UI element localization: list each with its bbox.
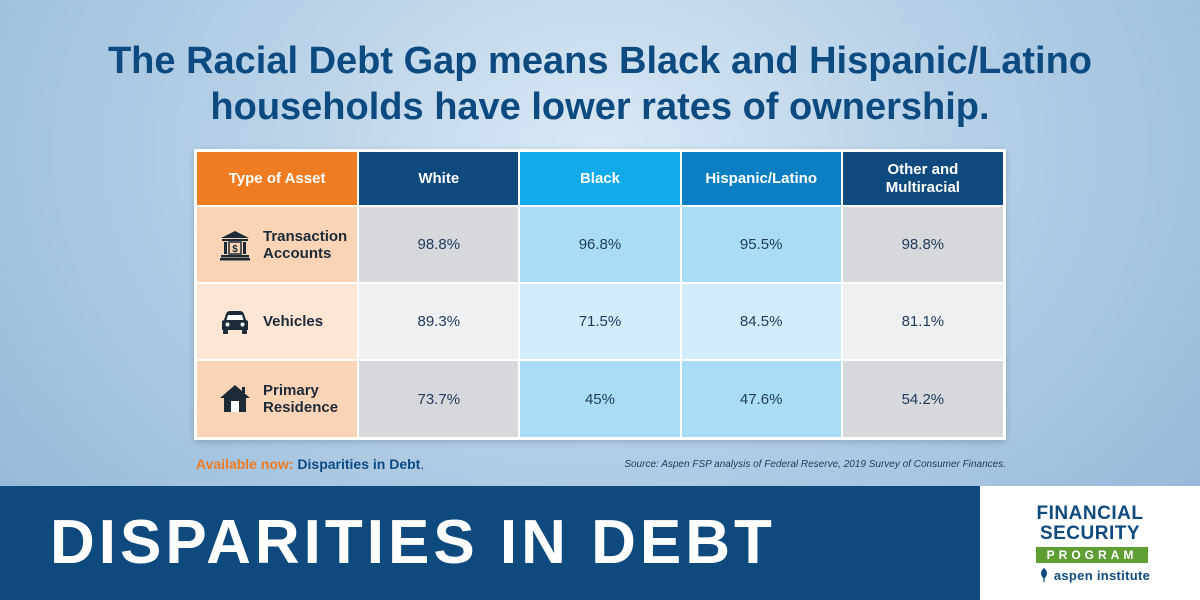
header-other-line-2: Multiracial <box>885 178 960 196</box>
financial-security-program-logo: FINANCIAL SECURITY PROGRAM aspen institu… <box>980 486 1200 600</box>
asset-label-line-1: Primary <box>263 382 319 399</box>
logo-line-program: PROGRAM <box>1036 547 1148 563</box>
cell-hispanic: 47.6% <box>679 359 842 437</box>
asset-table-frame: Type of Asset White Black Hispanic/Latin… <box>194 149 1006 440</box>
cell-hispanic: 95.5% <box>679 205 842 283</box>
asset-label: Primary Residence <box>263 382 338 416</box>
bank-icon: $ <box>220 230 250 260</box>
available-now-label: Available now: <box>196 456 294 472</box>
available-now-period: . <box>420 456 425 472</box>
cell-black: 45% <box>518 359 681 437</box>
asset-cell: Primary Residence <box>197 359 359 437</box>
cell-black: 71.5% <box>518 282 681 360</box>
cell-white: 89.3% <box>357 282 520 360</box>
available-now-note: Available now: Disparities in Debt. <box>196 456 424 472</box>
cell-black: 96.8% <box>518 205 681 283</box>
table-row: Vehicles 89.3% 71.5% 84.5% 81.1% <box>197 282 1003 360</box>
header-hispanic-latino: Hispanic/Latino <box>679 152 842 206</box>
source-note: Source: Aspen FSP analysis of Federal Re… <box>624 459 1006 470</box>
headline: The Racial Debt Gap means Black and Hisp… <box>40 38 1160 130</box>
cell-hispanic: 84.5% <box>679 282 842 360</box>
logo-line-security: SECURITY <box>1039 523 1141 544</box>
logo-line-financial: FINANCIAL <box>1036 503 1144 524</box>
table-row: $ Transaction Accounts 98.8% 96.8% 95.5%… <box>197 205 1003 283</box>
table-row: Primary Residence 73.7% 45% 47.6% 54.2% <box>197 359 1003 437</box>
asset-label-line-2: Accounts <box>263 244 332 262</box>
asset-label-line-1: Vehicles <box>263 313 324 330</box>
header-other-multiracial: Other and Multiracial <box>840 152 1003 206</box>
header-type-of-asset: Type of Asset <box>197 152 359 206</box>
aspen-institute-mark: aspen institute <box>1024 566 1164 584</box>
cell-other: 54.2% <box>840 359 1003 437</box>
car-icon <box>222 310 248 334</box>
aspen-institute-text: aspen institute <box>1053 567 1151 583</box>
cell-white: 73.7% <box>357 359 520 437</box>
svg-text:$: $ <box>232 244 238 255</box>
header-white: White <box>357 152 520 206</box>
title-banner: DISPARITIES IN DEBT <box>0 486 980 600</box>
asset-ownership-table: Type of Asset White Black Hispanic/Latin… <box>197 152 1003 437</box>
asset-cell: Vehicles <box>197 282 359 360</box>
asset-label: Transaction Accounts <box>263 228 347 262</box>
disparities-in-debt-link[interactable]: Disparities in Debt <box>297 456 421 472</box>
banner-title: DISPARITIES IN DEBT <box>50 508 776 577</box>
header-black: Black <box>518 152 681 206</box>
cell-other: 98.8% <box>840 205 1003 283</box>
asset-label: Vehicles <box>263 313 323 330</box>
headline-line-2: households have lower rates of ownership… <box>210 86 990 128</box>
cell-other: 81.1% <box>840 282 1003 360</box>
asset-cell: $ Transaction Accounts <box>197 205 359 283</box>
asset-label-line-1: Transaction <box>263 227 348 245</box>
asset-label-line-2: Residence <box>263 399 339 416</box>
headline-line-1: The Racial Debt Gap means Black and Hisp… <box>107 40 1093 82</box>
cell-white: 98.8% <box>357 205 520 283</box>
table-header-row: Type of Asset White Black Hispanic/Latin… <box>197 152 1003 206</box>
header-other-line-1: Other and <box>887 160 959 178</box>
aspen-leaf-icon <box>1040 568 1047 582</box>
house-icon <box>220 385 250 412</box>
